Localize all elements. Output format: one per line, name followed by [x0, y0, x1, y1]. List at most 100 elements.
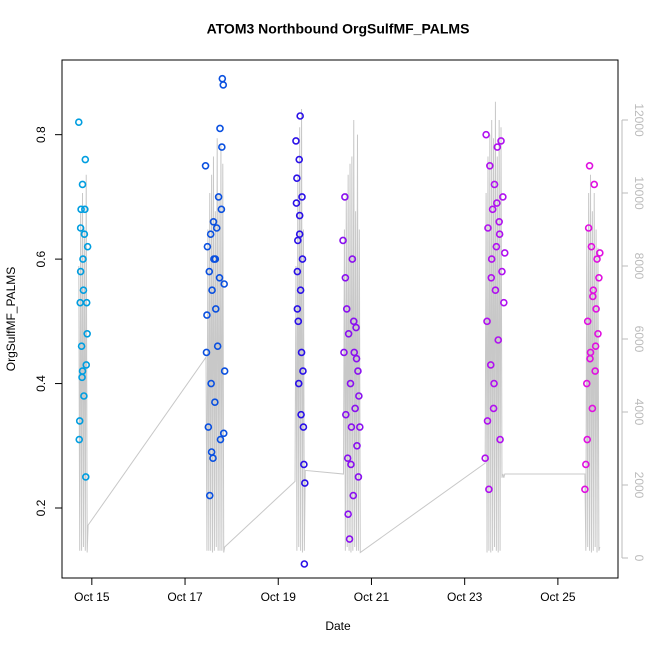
point — [585, 161, 594, 170]
point — [486, 361, 495, 369]
point — [80, 230, 89, 239]
point — [495, 217, 503, 226]
point — [203, 311, 211, 319]
point — [487, 255, 496, 263]
point — [215, 273, 224, 282]
point — [83, 242, 92, 251]
point — [588, 404, 597, 413]
point — [592, 305, 600, 313]
point — [213, 342, 222, 351]
y-tick-label: 0.8 — [34, 126, 48, 143]
point — [341, 193, 349, 201]
point — [211, 305, 220, 313]
point — [82, 298, 91, 307]
point — [494, 336, 503, 344]
point — [292, 199, 301, 207]
point — [299, 423, 308, 431]
point — [485, 485, 493, 494]
point — [353, 441, 361, 450]
point — [293, 174, 301, 183]
point — [201, 161, 210, 170]
point — [495, 230, 504, 239]
point — [214, 193, 223, 201]
point — [292, 137, 300, 145]
point — [75, 435, 84, 444]
point — [294, 379, 303, 388]
point — [352, 323, 360, 332]
point — [298, 255, 307, 263]
point — [300, 460, 308, 469]
point — [483, 417, 492, 425]
point — [82, 361, 91, 369]
y2-tick-label: 12000 — [632, 103, 646, 137]
point — [220, 367, 229, 375]
point — [493, 199, 501, 207]
point — [212, 224, 221, 232]
point — [344, 329, 353, 338]
point — [209, 217, 218, 226]
point — [74, 118, 83, 127]
point — [78, 180, 87, 189]
point — [589, 292, 597, 301]
x-tick-label: Oct 21 — [354, 590, 390, 604]
point — [298, 193, 306, 201]
point — [220, 280, 228, 288]
point — [499, 193, 507, 201]
point — [293, 305, 302, 313]
y2-tick-label: 8000 — [632, 253, 646, 280]
point — [81, 205, 89, 214]
point — [81, 473, 90, 481]
point — [203, 242, 212, 251]
point — [216, 435, 225, 444]
point — [217, 205, 226, 214]
x-tick-label: Oct 25 — [540, 590, 576, 604]
point — [211, 255, 220, 263]
point — [500, 298, 508, 307]
point — [340, 348, 348, 357]
point — [595, 273, 603, 282]
point — [488, 205, 497, 214]
point — [355, 392, 363, 400]
y2-tick-label: 10000 — [632, 176, 646, 210]
point — [345, 535, 354, 543]
point — [498, 267, 506, 276]
chart-title: ATOM3 Northbound OrgSulfMF_PALMS — [207, 21, 470, 37]
y-tick-label: 0.2 — [34, 499, 48, 516]
x-tick-label: Oct 15 — [74, 590, 110, 604]
point — [593, 255, 601, 263]
point — [294, 317, 303, 326]
point — [352, 354, 361, 363]
point — [207, 379, 215, 388]
point — [350, 348, 359, 357]
point — [81, 155, 90, 164]
point — [346, 379, 355, 388]
point — [206, 230, 215, 239]
point — [496, 435, 504, 444]
point — [582, 460, 590, 469]
point — [491, 286, 500, 295]
point — [205, 491, 214, 500]
point — [83, 329, 91, 338]
point — [584, 224, 593, 232]
point — [500, 249, 509, 257]
point — [219, 429, 228, 438]
point — [348, 255, 357, 263]
y2-tick-label: 4000 — [632, 399, 646, 426]
point — [481, 454, 489, 463]
point — [486, 161, 494, 170]
point — [77, 342, 86, 351]
point — [219, 81, 228, 89]
y2-tick-label: 6000 — [632, 326, 646, 353]
point — [202, 348, 211, 357]
point — [351, 404, 359, 413]
y-tick-label: 0.6 — [34, 250, 48, 267]
point — [497, 137, 505, 145]
point — [583, 317, 592, 326]
point — [301, 479, 309, 487]
point — [295, 230, 304, 239]
point — [347, 423, 356, 431]
point — [591, 367, 599, 375]
point — [208, 286, 216, 295]
point — [490, 379, 498, 388]
